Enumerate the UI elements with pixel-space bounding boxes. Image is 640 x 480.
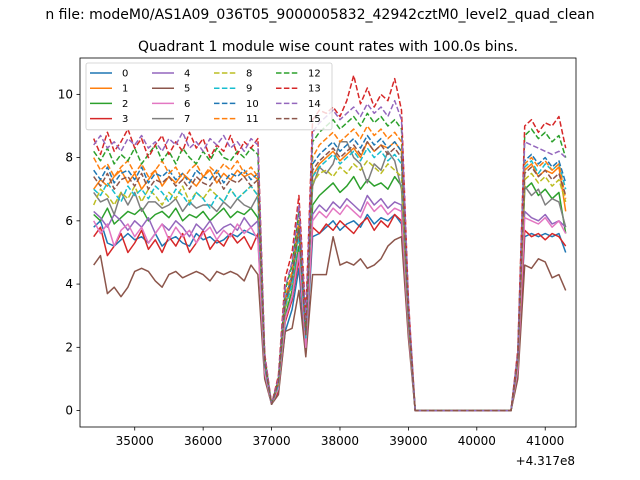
legend-label-10: 10 (246, 99, 259, 110)
y-tick-label: 4 (65, 277, 73, 291)
series-lines (93, 74, 567, 412)
x-tick-label: 41000 (526, 434, 564, 448)
y-tick-label: 2 (65, 340, 73, 354)
x-tick-label: 35000 (116, 434, 154, 448)
x-tick-label: 36000 (184, 434, 222, 448)
axes: 35000 36000 37000 38000 39000 40000 41000 0 2 4 6 8… (58, 57, 577, 448)
legend-label-11: 11 (246, 114, 259, 125)
legend-label-7: 7 (184, 114, 190, 125)
legend-label-4: 4 (184, 69, 190, 80)
y-tick-label: 0 (65, 404, 73, 418)
x-tick-label: 39000 (389, 434, 427, 448)
x-tick-label: 38000 (321, 434, 359, 448)
legend-label-13: 13 (308, 84, 321, 95)
legend-label-6: 6 (184, 99, 190, 110)
legend-box (85, 62, 333, 131)
legend-label-12: 12 (308, 69, 321, 80)
legend-label-1: 1 (122, 84, 128, 95)
x-tick-label: 37000 (252, 434, 290, 448)
legend-label-9: 9 (246, 84, 252, 95)
legend-label-3: 3 (122, 114, 128, 125)
series-line-11 (93, 125, 567, 412)
legend-label-8: 8 (246, 69, 252, 80)
series-line-15 (93, 141, 567, 412)
chart-title: Quadrant 1 module wise count rates with … (138, 39, 518, 55)
y-tick-label: 8 (65, 151, 73, 165)
legend-label-14: 14 (308, 99, 321, 110)
legend-label-2: 2 (122, 99, 128, 110)
legend-label-5: 5 (184, 84, 190, 95)
y-tick-label: 6 (65, 214, 73, 228)
legend-label-15: 15 (308, 114, 321, 125)
x-tick-label: 40000 (458, 434, 496, 448)
axes-frame (79, 57, 577, 428)
plot-area (93, 74, 567, 412)
series-line-10 (93, 134, 567, 412)
figure-suptitle: n file: modeM0/AS1A09_036T05_9000005832_… (45, 7, 594, 23)
y-tick-label: 10 (58, 87, 73, 101)
x-offset-label: +4.317e8 (516, 454, 575, 468)
legend-label-0: 0 (122, 69, 128, 80)
